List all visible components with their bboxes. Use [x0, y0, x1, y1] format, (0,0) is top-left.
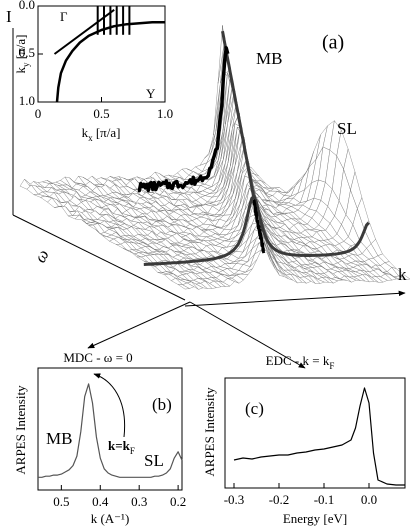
x-tick-label: 0.2	[170, 494, 186, 509]
data-line	[233, 387, 405, 486]
y-axis-label: ARPES Intensity	[202, 387, 217, 477]
x-tick-label: 0.3	[131, 494, 147, 509]
y-axis-label: ky [π/a]	[13, 35, 31, 74]
peak-label: SL	[337, 119, 357, 138]
x-tick-label: -0.3	[224, 492, 245, 507]
x-tick-label: 0.5	[93, 106, 109, 121]
x-tick-label: 0.0	[361, 492, 377, 507]
x-axis-label: kx [π/a]	[82, 125, 121, 143]
surface-plot	[19, 25, 411, 290]
x-tick-label: -0.1	[314, 492, 335, 507]
arrow-to-mdc	[87, 301, 191, 349]
annotation: Y	[146, 86, 156, 101]
plot-frame	[224, 377, 406, 489]
x-axis-label: k (A⁻¹)	[91, 511, 130, 526]
x-tick-label: 0.4	[92, 494, 109, 509]
x-axis-label: Energy [eV]	[283, 511, 347, 526]
energy-label: ω	[30, 246, 52, 266]
x-tick-label: 1.0	[157, 106, 173, 121]
intensity-label: I	[6, 7, 12, 26]
data-line	[38, 383, 183, 478]
annotation: MB	[46, 429, 72, 448]
annotation: SL	[144, 451, 164, 470]
chart-title: EDC - k = kF	[266, 353, 335, 371]
peak-label: MB	[256, 49, 282, 68]
arrow-to-edc	[189, 301, 306, 369]
plot-frame	[37, 367, 183, 491]
momentum-axis	[184, 290, 406, 307]
y-tick-label: 1.0	[19, 93, 35, 108]
x-tick-label: -0.2	[269, 492, 290, 507]
x-tick-label: 0.5	[53, 494, 69, 509]
panel-label: (a)	[322, 32, 344, 54]
momentum-label: k	[398, 265, 407, 284]
surface-cell	[398, 273, 411, 280]
panel-label: (c)	[245, 399, 264, 418]
panel-label: (b)	[152, 395, 172, 414]
edc-tail	[252, 199, 266, 254]
ridge-line	[221, 30, 255, 197]
annotation: Γ	[60, 9, 68, 24]
edc-cut	[137, 46, 230, 193]
mdc-cut	[143, 194, 370, 266]
x-tick-label: 0	[35, 106, 42, 121]
y-axis-label: ARPES Intensity	[13, 385, 28, 475]
data-line	[55, 21, 165, 103]
annotation-arrow	[93, 373, 126, 438]
y-tick-label: 0.5	[19, 45, 35, 60]
y-tick-label: 0.0	[19, 0, 35, 12]
energy-axis	[12, 214, 186, 301]
arrow-label: k=kF	[108, 438, 135, 456]
chart-title: MDC - ω = 0	[63, 350, 132, 365]
